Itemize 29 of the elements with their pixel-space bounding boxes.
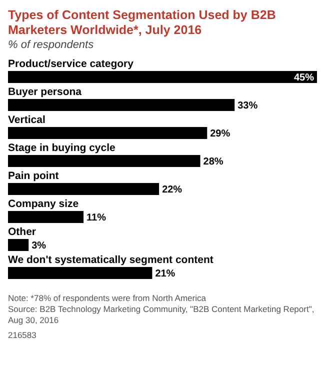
data-label: 21%: [155, 268, 176, 280]
bar: [8, 99, 235, 111]
y-tick-label: Product/service category: [8, 58, 134, 70]
y-tick-label: Pain point: [8, 170, 60, 182]
bar: [8, 71, 317, 83]
text: 216583: [8, 330, 38, 341]
data-label: 11%: [86, 212, 106, 224]
data-label: 3%: [32, 240, 46, 252]
y-tick-label: Other: [8, 226, 36, 238]
bar: [8, 239, 29, 251]
data-label: 29%: [210, 128, 230, 140]
bar: [8, 183, 160, 195]
y-tick-label: Buyer persona: [8, 86, 82, 98]
bar: [8, 211, 84, 223]
chart-title: Types of Content Segmentation Used by B2B Marketers Worldwide*, July 2016: [8, 8, 277, 38]
bar: [8, 267, 152, 279]
data-label: 22%: [162, 184, 182, 196]
data-label: 33%: [238, 100, 258, 112]
bar: [8, 127, 208, 139]
data-label: 45%: [294, 72, 314, 84]
data-label: 28%: [203, 156, 224, 168]
y-tick-label: Stage in buying cycle: [8, 142, 116, 154]
source-note: Source: B2B Technology Marketing Community, "B2B Content Marketing Report", Aug 30, 2016: [8, 304, 316, 326]
y-tick-label: Company size: [8, 198, 79, 210]
chart-subtitle: % of respondents: [8, 39, 95, 51]
text: Note: *78% of respondents were from North America: [8, 293, 207, 304]
y-tick-label: Vertical: [8, 114, 46, 126]
y-tick-label: We don't systematically segment content: [8, 254, 214, 266]
bar: [8, 155, 200, 167]
